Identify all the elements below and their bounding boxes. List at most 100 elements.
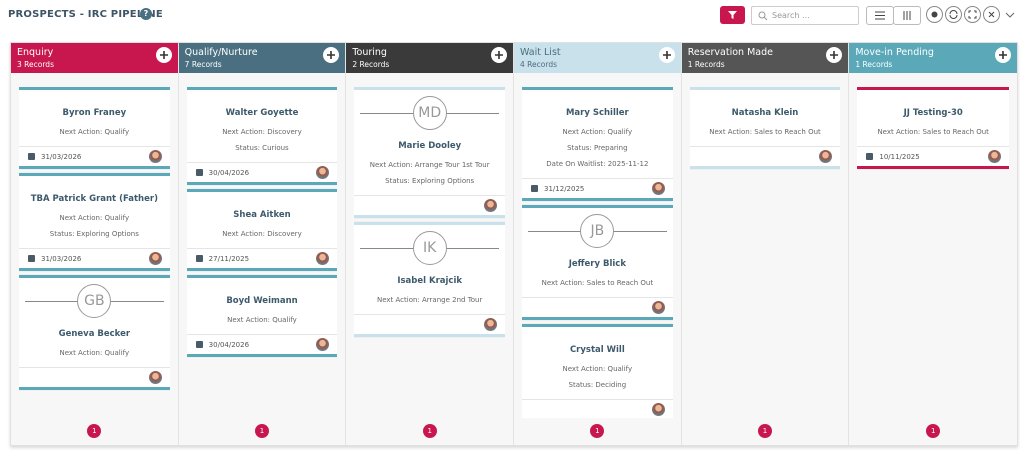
list-view-button[interactable]: [866, 6, 894, 25]
card-footer: [19, 367, 170, 387]
card-list: Walter Goyette Next Action: Discovery Stat…: [186, 87, 338, 418]
prospect-card[interactable]: IK Isabel Krajcik Next Action: Arrange 2nd…: [354, 222, 506, 337]
card-footer: 31/12/2025: [522, 178, 673, 198]
page-badge[interactable]: 1: [422, 424, 437, 438]
page-badge[interactable]: 1: [758, 424, 773, 438]
due-date: 27/11/2025: [208, 255, 250, 263]
prospect-name: Crystal Will: [569, 345, 625, 355]
prospect-card[interactable]: Mary Schiller Next Action: Qualify Status:…: [522, 87, 673, 201]
prospect-name: Walter Goyette: [225, 108, 299, 118]
owner-avatar: [148, 371, 162, 384]
prospect-card[interactable]: GB Geneva Becker Next Action: Qualify: [19, 275, 170, 390]
column-title: Qualify/Nurture: [184, 47, 258, 58]
initials: JB: [580, 214, 615, 248]
initials: MD: [412, 96, 447, 130]
due-date: 10/11/2025: [879, 153, 920, 161]
column-title: Wait List: [520, 47, 561, 58]
card-detail: Next Action: Qualify: [59, 128, 130, 136]
settings-button[interactable]: [926, 6, 943, 23]
card-footer: 31/03/2026: [19, 146, 170, 166]
card-footer: 31/03/2026: [19, 248, 170, 268]
record-count: 7 Records: [184, 60, 222, 69]
page-badge[interactable]: 1: [926, 424, 941, 438]
card-detail: Next Action: Sales to Reach Out: [541, 279, 654, 287]
page-title: PROSPECTS - IRC PIPELINE: [8, 9, 163, 20]
initials: IK: [412, 231, 447, 265]
card-detail: Next Action: Qualify: [562, 128, 633, 136]
column: Qualify/Nurture 7 Records Walter Goyette Ne…: [178, 43, 347, 445]
prospect-name: Byron Franey: [62, 108, 127, 118]
page-badge[interactable]: 1: [87, 424, 102, 438]
prospect-name: TBA Patrick Grant (Father): [30, 194, 158, 204]
card-footer: 10/11/2025: [857, 146, 1010, 166]
prospect-name: JJ Testing-30: [903, 108, 963, 118]
owner-avatar: [651, 403, 665, 416]
search-input[interactable]: Search ...: [751, 6, 859, 25]
column-header: Qualify/Nurture 7 Records: [178, 43, 346, 73]
avatar-placeholder: IK: [354, 230, 505, 268]
page-badge[interactable]: 1: [255, 424, 269, 438]
add-button[interactable]: [491, 47, 508, 63]
filter-button[interactable]: [720, 6, 745, 24]
owner-avatar: [148, 150, 162, 163]
calendar-icon: [531, 185, 539, 192]
card-footer: [689, 146, 841, 166]
card-list: MD Marie Dooley Next Action: Arrange Tour …: [354, 87, 506, 418]
column-header: Wait List 4 Records: [514, 43, 681, 73]
prospect-card[interactable]: Boyd Weimann Next Action: Qualify 30/04/20…: [186, 275, 338, 357]
column: Wait List 4 Records Mary Schiller Next Acti…: [514, 43, 682, 445]
avatar-placeholder: MD: [354, 95, 505, 133]
card-detail: Status: Preparing: [567, 144, 628, 152]
card-footer: 27/11/2025: [186, 248, 338, 268]
add-button[interactable]: [658, 47, 675, 63]
card-list: Byron Franey Next Action: Qualify 31/03/20…: [19, 87, 170, 418]
owner-avatar: [484, 199, 498, 212]
prospect-name: Geneva Becker: [58, 329, 131, 339]
help-icon[interactable]: ?: [140, 8, 152, 20]
prospect-card[interactable]: Shea Aitken Next Action: Discovery 27/11/2…: [186, 189, 338, 271]
fullscreen-button[interactable]: [964, 6, 981, 23]
board-view-button[interactable]: [893, 6, 921, 25]
prospect-card[interactable]: Walter Goyette Next Action: Discovery Stat…: [186, 87, 338, 185]
owner-avatar: [819, 150, 833, 163]
prospect-card[interactable]: TBA Patrick Grant (Father) Next Action: Q…: [19, 173, 170, 271]
prospect-card[interactable]: MD Marie Dooley Next Action: Arrange Tour …: [354, 87, 506, 218]
column-header: Touring 2 Records: [346, 43, 514, 73]
column: Move-in Pending 1 Records JJ Testing-30 Nex…: [849, 43, 1018, 445]
owner-avatar: [988, 150, 1002, 163]
add-button[interactable]: [155, 47, 172, 63]
record-count: 4 Records: [520, 60, 557, 69]
due-date: 31/03/2026: [41, 255, 82, 263]
card-detail: Next Action: Arrange 2nd Tour: [376, 296, 483, 304]
prospect-name: Shea Aitken: [233, 210, 291, 220]
card-list: Mary Schiller Next Action: Qualify Status:…: [522, 87, 673, 418]
initials: GB: [77, 284, 112, 318]
owner-avatar: [651, 182, 665, 195]
prospect-card[interactable]: JJ Testing-30 Next Action: Sales to Reach…: [857, 87, 1010, 169]
due-date: 31/03/2026: [41, 153, 82, 161]
prospect-name: Mary Schiller: [565, 108, 629, 118]
record-count: 1 Records: [855, 60, 893, 69]
prospect-name: Boyd Weimann: [226, 296, 298, 306]
calendar-icon: [866, 153, 874, 160]
card-footer: [522, 297, 673, 317]
calendar-icon: [195, 341, 203, 348]
close-button[interactable]: [983, 6, 1000, 23]
record-count: 1 Records: [687, 60, 725, 69]
prospect-card[interactable]: Crystal Will Next Action: Qualify Status: …: [522, 324, 673, 418]
add-button[interactable]: [826, 47, 843, 63]
calendar-icon: [195, 255, 203, 262]
card-footer: 30/04/2026: [186, 162, 338, 182]
owner-avatar: [651, 301, 665, 314]
prospect-card[interactable]: Byron Franey Next Action: Qualify 31/03/20…: [19, 87, 170, 169]
prospect-name: Marie Dooley: [398, 141, 462, 151]
page-badge[interactable]: 1: [590, 424, 605, 438]
prospect-card[interactable]: JB Jeffery Blick Next Action: Sales to Rea…: [522, 205, 673, 320]
refresh-button[interactable]: [945, 6, 962, 23]
prospect-card[interactable]: Natasha Klein Next Action: Sales to Reach…: [689, 87, 841, 169]
add-button[interactable]: [995, 47, 1012, 63]
add-button[interactable]: [323, 47, 340, 63]
column-title: Touring: [352, 47, 387, 58]
collapse-icon[interactable]: [1005, 11, 1015, 19]
avatar-placeholder: JB: [522, 213, 673, 251]
